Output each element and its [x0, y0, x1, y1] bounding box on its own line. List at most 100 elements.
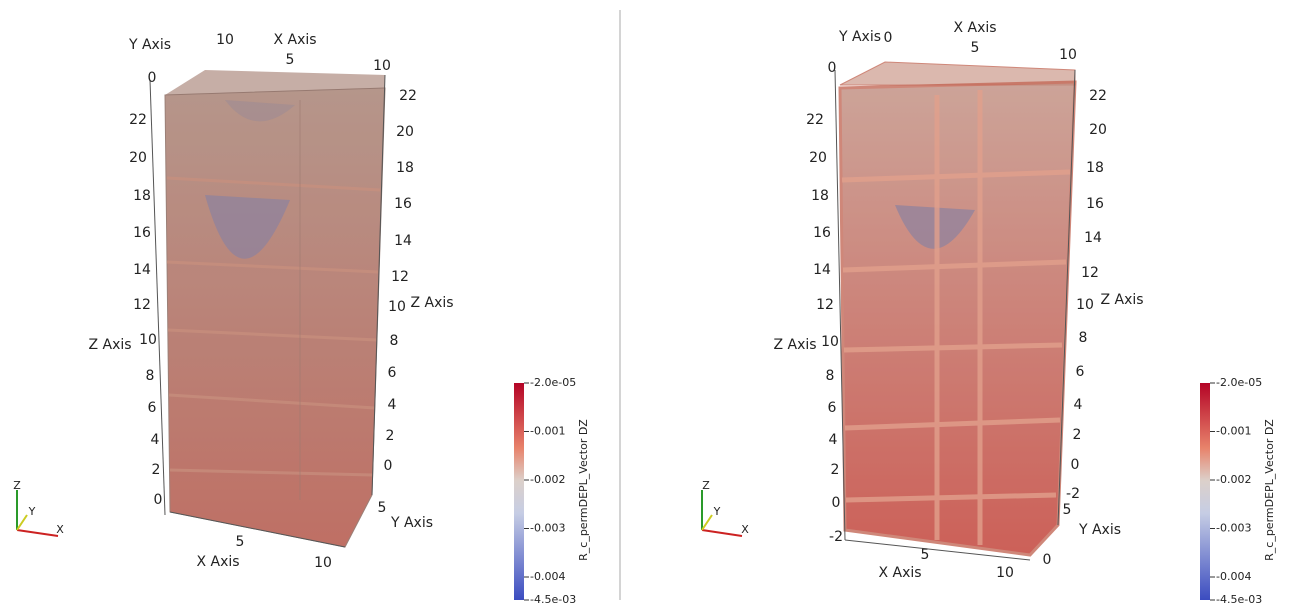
axis-label: 0 — [832, 495, 841, 511]
axis-label: 22 — [399, 88, 417, 104]
axis-label: 10 — [373, 58, 391, 74]
axis-label: 0 — [1043, 552, 1052, 568]
colorbar-label: -2.0e-05 — [530, 376, 576, 389]
axis-label: 16 — [394, 196, 412, 212]
axis-label: 14 — [133, 262, 151, 278]
axis-label: 8 — [390, 333, 399, 349]
axis-label: Z Axis — [1100, 292, 1143, 308]
axis-label: 18 — [396, 160, 414, 176]
axis-label: 4 — [1074, 397, 1083, 413]
axis-label: 16 — [1086, 196, 1104, 212]
axis-label: 12 — [1081, 265, 1099, 281]
axis-label: Z Axis — [88, 337, 131, 353]
axis-label: 6 — [828, 400, 837, 416]
axis-label: X Axis — [196, 554, 239, 570]
axis-label: 4 — [151, 432, 160, 448]
axis-label: 22 — [129, 112, 147, 128]
axis-label: 2 — [386, 428, 395, 444]
axis-label: 6 — [148, 400, 157, 416]
orientation-label: Z — [13, 479, 21, 492]
axis-label: 8 — [1079, 330, 1088, 346]
axis-label: 2 — [831, 462, 840, 478]
orientation-label: Y — [713, 505, 721, 518]
axis-label: 2 — [1073, 427, 1082, 443]
colorbar-label: -0.001 — [530, 425, 565, 438]
axis-label: 2 — [152, 462, 161, 478]
axis-label: Y Axis — [390, 515, 433, 531]
axis-label: 5 — [971, 40, 980, 56]
orientation-axes — [16, 490, 743, 537]
axis-label: 4 — [829, 432, 838, 448]
axis-label: 0 — [154, 492, 163, 508]
axis-label: 10 — [139, 332, 157, 348]
axis-label: 14 — [813, 262, 831, 278]
axis-label: 20 — [809, 150, 827, 166]
axis-label: 12 — [816, 297, 834, 313]
colorbar-title: R_c_permDEPL_Vector DZ — [577, 419, 590, 561]
axis-label: 10 — [996, 565, 1014, 581]
axis-label: X Axis — [953, 20, 996, 36]
left-volume — [149, 70, 386, 548]
axis-label: 16 — [813, 225, 831, 241]
colorbar-label: -0.004 — [1216, 570, 1251, 583]
colorbar — [514, 383, 524, 600]
axis-label: 20 — [396, 124, 414, 140]
right-volume — [834, 61, 1077, 561]
colorbar-label: -2.0e-05 — [1216, 376, 1262, 389]
orientation-label: X — [56, 523, 64, 536]
axis-label: 14 — [394, 233, 412, 249]
colorbar-label: -0.002 — [530, 473, 565, 486]
axis-label: 22 — [806, 112, 824, 128]
colorbar-label: -4.5e-03 — [1216, 593, 1262, 606]
axis-label: 8 — [826, 368, 835, 384]
axis-label: Z Axis — [773, 337, 816, 353]
axis-label: 12 — [133, 297, 151, 313]
axis-label: 18 — [1086, 160, 1104, 176]
axis-label: 10 — [821, 334, 839, 350]
axis-label: 5 — [378, 500, 387, 516]
axis-label: 10 — [216, 32, 234, 48]
axis-label: 18 — [133, 188, 151, 204]
axis-label: Y Axis — [128, 37, 171, 53]
colorbar-label: -0.003 — [530, 522, 565, 535]
axis-label: 8 — [146, 368, 155, 384]
axis-label: 0 — [1071, 457, 1080, 473]
axis-label: 6 — [388, 365, 397, 381]
axis-label: 14 — [1084, 230, 1102, 246]
orientation-label: Y — [28, 505, 36, 518]
colorbar-label: -4.5e-03 — [530, 593, 576, 606]
axis-label: 18 — [811, 188, 829, 204]
axis-label: X Axis — [878, 565, 921, 581]
axis-label: 16 — [133, 225, 151, 241]
axis-label: 20 — [1089, 122, 1107, 138]
orientation-label: Z — [702, 479, 710, 492]
axis-label: 10 — [314, 555, 332, 571]
axis-label: X Axis — [273, 32, 316, 48]
axis-label: 0 — [148, 70, 157, 86]
axis-label: 10 — [1059, 47, 1077, 63]
axis-label: 10 — [1076, 297, 1094, 313]
colorbar-title: R_c_permDEPL_Vector DZ — [1263, 419, 1276, 561]
axis-label: 5 — [236, 534, 245, 550]
axis-label: 0 — [828, 60, 837, 76]
axis-label: 12 — [391, 269, 409, 285]
axis-label: 10 — [388, 299, 406, 315]
axis-label: Y Axis — [1078, 522, 1121, 538]
axis-label: Z Axis — [410, 295, 453, 311]
axis-label: 22 — [1089, 88, 1107, 104]
colorbar-label: -0.002 — [1216, 473, 1251, 486]
axis-label: -2 — [1066, 486, 1080, 502]
axis-label: 0 — [384, 458, 393, 474]
axis-label: 5 — [921, 547, 930, 563]
axis-label: Y Axis — [838, 29, 881, 45]
axis-label: -2 — [829, 529, 843, 545]
axis-label: 5 — [1063, 502, 1072, 518]
axis-label: 5 — [286, 52, 295, 68]
axis-label: 4 — [388, 397, 397, 413]
axis-label: 6 — [1076, 364, 1085, 380]
colorbar — [1200, 383, 1210, 600]
colorbar-label: -0.001 — [1216, 425, 1251, 438]
colorbar-label: -0.003 — [1216, 522, 1251, 535]
